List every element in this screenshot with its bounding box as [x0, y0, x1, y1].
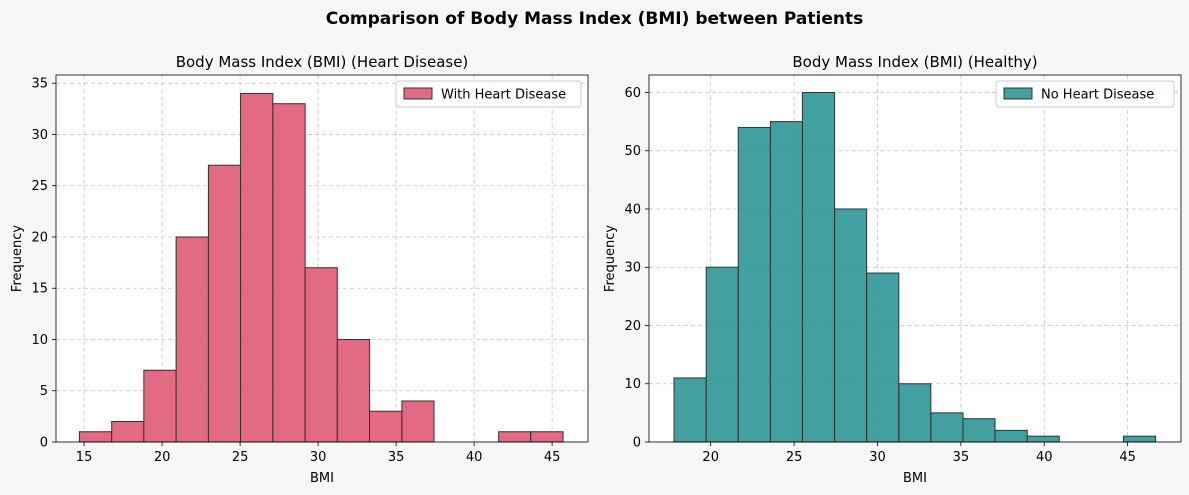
histogram-bar — [530, 431, 564, 443]
histogram-bar — [304, 267, 338, 443]
histogram-bar — [207, 164, 242, 443]
y-tick-label: 0 — [40, 436, 48, 451]
x-tick-label: 45 — [1119, 450, 1136, 465]
legend-swatch — [403, 87, 433, 100]
y-tick-label: 15 — [31, 282, 48, 297]
y-tick-label: 30 — [31, 128, 48, 143]
histogram-bar — [866, 272, 900, 443]
histogram-bar — [930, 412, 964, 443]
legend-box — [395, 80, 582, 108]
y-tick-label: 50 — [624, 144, 641, 159]
panel-title: Body Mass Index (BMI) (Healthy) — [792, 53, 1037, 71]
x-tick-label: 30 — [869, 450, 886, 465]
y-tick-label: 5 — [40, 384, 48, 399]
legend-swatch — [1003, 87, 1033, 100]
histogram-bar — [801, 91, 836, 443]
histogram-bar — [769, 121, 803, 443]
histogram-bar — [962, 418, 996, 443]
x-axis-label: BMI — [310, 471, 334, 486]
x-tick-label: 25 — [786, 450, 803, 465]
x-tick-label: 20 — [702, 450, 719, 465]
histogram-bar — [78, 431, 113, 443]
x-axis-label: BMI — [903, 471, 927, 486]
axes-frame — [55, 74, 589, 443]
histogram-bar — [498, 431, 532, 443]
histogram-bar — [705, 266, 739, 443]
y-tick-label: 30 — [624, 261, 641, 276]
right-histogram-panel: 20 25 30 35 40 45 0 10 20 30 40 50 60 Body Mass Index… — [603, 53, 1182, 486]
x-tick-label: 40 — [466, 450, 483, 465]
x-tick-label: 30 — [310, 450, 327, 465]
histogram-bar — [369, 410, 403, 443]
histogram-bar — [898, 383, 932, 443]
histogram-bar — [240, 92, 274, 443]
y-axis-label: Frequency — [10, 225, 25, 292]
histogram-bar — [401, 400, 435, 443]
y-axis-label: Frequency — [603, 225, 618, 292]
y-tick-label: 20 — [624, 319, 641, 334]
y-tick-label: 10 — [624, 377, 641, 392]
figure-title: Comparison of Body Mass Index (BMI) betw… — [326, 9, 863, 29]
histogram-bar — [673, 377, 707, 443]
histogram-bar — [336, 338, 371, 443]
y-tick-label: 10 — [31, 333, 48, 348]
histogram-bar — [143, 369, 177, 443]
y-tick-label: 60 — [624, 86, 641, 101]
histogram-bar — [834, 208, 868, 443]
x-tick-label: 25 — [232, 450, 249, 465]
x-tick-label: 35 — [953, 450, 970, 465]
legend-label: With Heart Disease — [441, 88, 566, 103]
y-tick-label: 0 — [633, 436, 641, 451]
histogram-bar — [1026, 435, 1060, 443]
y-tick-label: 35 — [31, 77, 48, 92]
histogram-bar — [111, 420, 145, 443]
axes-frame — [648, 74, 1182, 443]
left-histogram-panel: 15 20 25 30 35 40 45 0 5 10 15 20 25 30 35 Body Mass In… — [10, 53, 589, 486]
x-tick-label: 15 — [76, 450, 93, 465]
histogram-bar — [1122, 435, 1157, 443]
histogram-bar — [272, 103, 306, 443]
x-tick-label: 35 — [388, 450, 405, 465]
panel-title: Body Mass Index (BMI) (Heart Disease) — [176, 53, 469, 71]
y-tick-label: 40 — [624, 202, 641, 217]
histogram-bar — [994, 429, 1028, 443]
histogram-bar — [175, 236, 209, 443]
legend-label: No Heart Disease — [1041, 88, 1154, 103]
x-tick-label: 20 — [154, 450, 171, 465]
histogram-bar — [737, 126, 771, 443]
x-tick-label: 40 — [1036, 450, 1053, 465]
y-tick-label: 20 — [31, 230, 48, 245]
x-tick-label: 45 — [544, 450, 561, 465]
legend-box — [995, 80, 1175, 108]
y-tick-label: 25 — [31, 179, 48, 194]
